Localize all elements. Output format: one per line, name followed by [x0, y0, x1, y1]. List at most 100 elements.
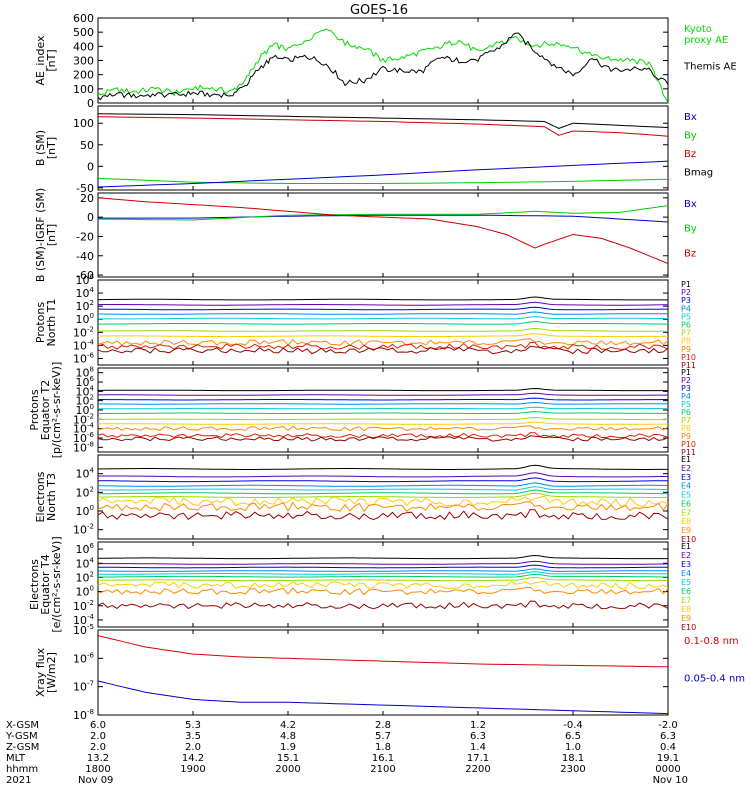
channel-line-e2 — [98, 472, 668, 478]
y-tick-exponent: -8 — [87, 440, 94, 448]
channel-line-e10 — [98, 600, 668, 610]
y-tick-label: 104 — [76, 556, 95, 570]
y-tick-exponent: -2 — [87, 412, 94, 420]
channel-line-p6 — [98, 320, 668, 325]
legend-p3: P3 — [681, 384, 691, 393]
y-tick-label: 108 — [76, 366, 94, 380]
legend-entry: 0.05-0.4 nm — [684, 674, 745, 685]
channel-line-e1 — [98, 464, 668, 470]
ephem-value: Nov 10 — [653, 775, 688, 786]
channel-line-e4 — [98, 482, 668, 487]
y-tick-exponent: -2 — [87, 523, 94, 531]
legend-p8: P8 — [681, 424, 691, 433]
ephem-value: 2.8 — [375, 720, 391, 731]
legend-p5: P5 — [681, 312, 691, 321]
legend-e2: E2 — [681, 551, 691, 560]
y-axis-label: Electrons — [34, 471, 47, 522]
ephem-value: 2200 — [465, 764, 490, 775]
ephem-value: 6.3 — [470, 731, 486, 742]
ephem-value: 16.1 — [372, 753, 394, 764]
ephem-value: 19.1 — [657, 753, 679, 764]
channel-line-e6 — [98, 573, 668, 578]
series-line-0-1-0-8-nm — [98, 635, 668, 668]
y-tick-label: -40 — [76, 250, 94, 263]
legend-e5: E5 — [681, 578, 691, 587]
y-tick-label: 10-2 — [73, 325, 94, 339]
y-tick-exponent: 4 — [90, 286, 95, 294]
y-tick-label: 100 — [76, 312, 94, 326]
ephem-value: -0.4 — [563, 720, 583, 731]
y-tick-label: 10-4 — [73, 338, 95, 352]
y-tick-exponent: 0 — [90, 585, 94, 593]
y-tick-exponent: 2 — [90, 570, 94, 578]
channel-line-p4 — [98, 401, 668, 405]
legend-e6: E6 — [681, 499, 691, 508]
legend-p6: P6 — [681, 408, 691, 417]
y-axis-label: [nT] — [45, 137, 58, 159]
ephem-value: 2000 — [275, 764, 300, 775]
legend-e7: E7 — [681, 508, 691, 517]
y-tick-label: 0 — [87, 211, 94, 224]
ephem-value: 6.5 — [565, 731, 581, 742]
ephem-value: 14.2 — [182, 753, 204, 764]
y-axis-label: AE_index — [34, 35, 47, 86]
series-line-bx — [98, 214, 668, 223]
y-tick-label: 10-2 — [73, 599, 94, 613]
y-axis-label: North T1 — [45, 299, 58, 347]
y-tick-exponent: 0 — [90, 403, 94, 411]
y-axis-label: Xray flux — [34, 647, 47, 697]
legend-p11: P11 — [681, 361, 696, 370]
ephem-value: 4.2 — [280, 720, 296, 731]
ephem-row-label: X-GSM — [6, 720, 39, 731]
ephem-value: 6.0 — [90, 720, 106, 731]
y-tick-label: 0 — [87, 160, 94, 173]
legend-e4: E4 — [681, 482, 691, 491]
legend-entry: Themis AE — [683, 62, 737, 73]
channel-line-e8 — [98, 580, 668, 590]
channel-line-p9 — [98, 425, 668, 432]
panel-frame — [97, 192, 669, 278]
y-axis-label: Protons — [34, 302, 47, 343]
channel-line-p11 — [98, 435, 668, 442]
ephem-value: 4.8 — [280, 731, 296, 742]
legend-p3: P3 — [681, 296, 691, 305]
y-tick-label: 10-7 — [73, 680, 94, 694]
y-tick-label: 50 — [80, 139, 94, 152]
channel-line-e3 — [98, 564, 668, 569]
y-tick-label: 10-5 — [73, 623, 94, 637]
y-tick-label: 0 — [87, 97, 94, 110]
channel-line-e7 — [98, 492, 668, 498]
ephem-value: 2300 — [560, 764, 585, 775]
channel-line-p1 — [98, 296, 668, 301]
series-line-themis-ae — [98, 32, 668, 101]
y-tick-exponent: 0 — [90, 312, 94, 320]
ephem-value: 5.3 — [185, 720, 201, 731]
channel-line-p11 — [98, 345, 668, 355]
y-tick-label: 102 — [76, 299, 94, 313]
y-tick-exponent: -8 — [87, 708, 94, 716]
ephem-value: 5.7 — [375, 731, 391, 742]
channel-line-p3 — [98, 397, 668, 401]
channel-line-p5 — [98, 316, 668, 320]
channel-line-e9 — [98, 501, 668, 513]
y-tick-label: 104 — [76, 286, 95, 300]
ephem-value: 0000 — [655, 764, 680, 775]
panel-frame — [97, 629, 669, 716]
legend-p8: P8 — [681, 337, 691, 346]
channel-line-p6 — [98, 411, 668, 414]
legend-e4: E4 — [681, 569, 691, 578]
channel-line-p8 — [98, 333, 668, 338]
ephem-value: 1.4 — [470, 742, 486, 753]
y-tick-label: 200 — [73, 69, 94, 82]
channel-line-e8 — [98, 495, 668, 507]
y-tick-label: 300 — [73, 55, 94, 68]
channel-line-e10 — [98, 508, 668, 521]
y-tick-exponent: -5 — [87, 623, 94, 631]
ephem-value: 1.0 — [565, 742, 581, 753]
legend-entry: By — [684, 224, 697, 235]
y-tick-exponent: 2 — [90, 485, 94, 493]
y-tick-exponent: -6 — [87, 651, 95, 659]
y-tick-label: 10-2 — [73, 523, 94, 537]
